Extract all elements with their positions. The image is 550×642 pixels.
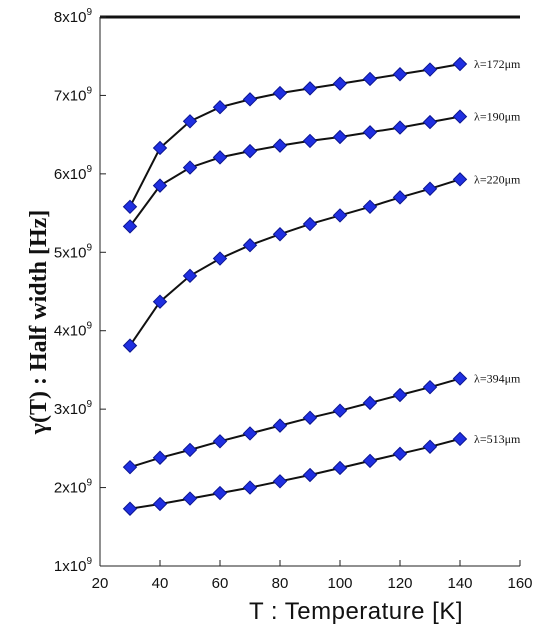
x-axis-ticks: 20 40 60 80 100 120 140 160 — [92, 560, 533, 592]
x-tick-label: 140 — [447, 575, 472, 592]
data-point — [302, 81, 318, 96]
series-label: λ=394μm — [474, 372, 521, 386]
data-point — [302, 133, 318, 149]
series-5: λ=513μm — [122, 431, 521, 516]
series-4: λ=394μm — [122, 371, 521, 475]
series-1: λ=172μm — [122, 56, 521, 215]
data-point — [332, 129, 348, 145]
data-point — [212, 434, 228, 449]
x-tick-label: 80 — [272, 575, 289, 592]
data-point — [152, 450, 168, 465]
data-point — [152, 496, 168, 512]
data-point — [422, 62, 438, 77]
data-point — [422, 114, 438, 130]
data-point — [182, 268, 198, 284]
data-point — [362, 199, 378, 215]
data-point — [302, 216, 318, 232]
data-point — [392, 387, 408, 403]
y-axis-ticks: 1x109 2x109 3x109 4x109 5x109 6x109 7x109 8x109 — [54, 7, 106, 575]
data-point — [332, 208, 348, 223]
data-point — [422, 181, 438, 196]
data-point — [212, 150, 228, 165]
y-tick-label: 8x109 — [54, 7, 93, 26]
data-point — [242, 426, 258, 441]
data-point — [122, 219, 138, 234]
data-point — [272, 85, 288, 101]
data-point — [242, 143, 258, 159]
y-tick-label: 2x109 — [54, 478, 93, 497]
data-point — [302, 410, 318, 425]
x-tick-label: 60 — [212, 575, 229, 592]
y-tick-label: 6x109 — [54, 164, 93, 183]
data-point — [182, 160, 198, 175]
data-point — [242, 92, 258, 107]
data-point — [122, 459, 138, 475]
x-tick-label: 40 — [152, 575, 169, 592]
y-tick-label: 1x109 — [54, 556, 93, 575]
data-point — [392, 120, 408, 135]
data-point — [182, 442, 198, 458]
x-tick-label: 160 — [507, 575, 532, 592]
data-point — [452, 172, 468, 187]
data-point — [362, 395, 378, 411]
x-tick-label: 20 — [92, 575, 109, 592]
data-point — [242, 238, 258, 253]
data-point — [302, 467, 318, 483]
data-point — [152, 140, 168, 156]
data-point — [332, 76, 348, 91]
data-point — [272, 474, 288, 489]
x-tick-label: 120 — [387, 575, 412, 592]
data-point — [452, 431, 468, 447]
data-point — [122, 338, 138, 353]
series-2: λ=190μm — [122, 109, 521, 234]
data-point — [452, 371, 468, 386]
data-point — [362, 71, 378, 87]
data-point — [332, 460, 348, 476]
data-point — [422, 439, 438, 454]
data-point — [152, 178, 168, 193]
data-point — [362, 125, 378, 140]
series-3: λ=220μm — [122, 172, 521, 353]
series-label: λ=513μm — [474, 432, 521, 446]
data-point — [332, 403, 348, 418]
series-layer: λ=172μm λ=190μm λ=220μm λ=394μm λ=513μm — [122, 56, 521, 516]
data-point — [122, 199, 138, 215]
data-point — [212, 485, 228, 501]
data-point — [272, 227, 288, 242]
series-label: λ=220μm — [474, 172, 521, 186]
y-tick-label: 4x109 — [54, 321, 93, 340]
data-point — [392, 67, 408, 82]
y-tick-label: 3x109 — [54, 399, 93, 418]
data-point — [122, 501, 138, 516]
y-axis-label: γ(T) : Half width [Hz] — [26, 210, 52, 436]
x-axis-label: T : Temperature [K] — [249, 598, 463, 625]
data-point — [272, 138, 288, 153]
series-label: λ=172μm — [474, 57, 521, 71]
y-tick-label: 5x109 — [54, 242, 93, 261]
data-point — [362, 453, 378, 469]
data-point — [422, 379, 438, 395]
data-point — [152, 294, 168, 309]
data-point — [392, 446, 408, 462]
data-point — [182, 114, 198, 129]
series-label: λ=190μm — [474, 110, 521, 124]
data-point — [452, 109, 468, 124]
data-point — [452, 56, 468, 72]
data-point — [272, 418, 288, 433]
data-point — [242, 480, 258, 495]
y-tick-label: 7x109 — [54, 85, 93, 104]
data-point — [182, 491, 198, 506]
data-point — [212, 251, 228, 266]
data-point — [392, 190, 408, 205]
plot-frame — [99, 15, 520, 567]
x-tick-label: 100 — [327, 575, 352, 592]
data-point — [212, 99, 228, 115]
